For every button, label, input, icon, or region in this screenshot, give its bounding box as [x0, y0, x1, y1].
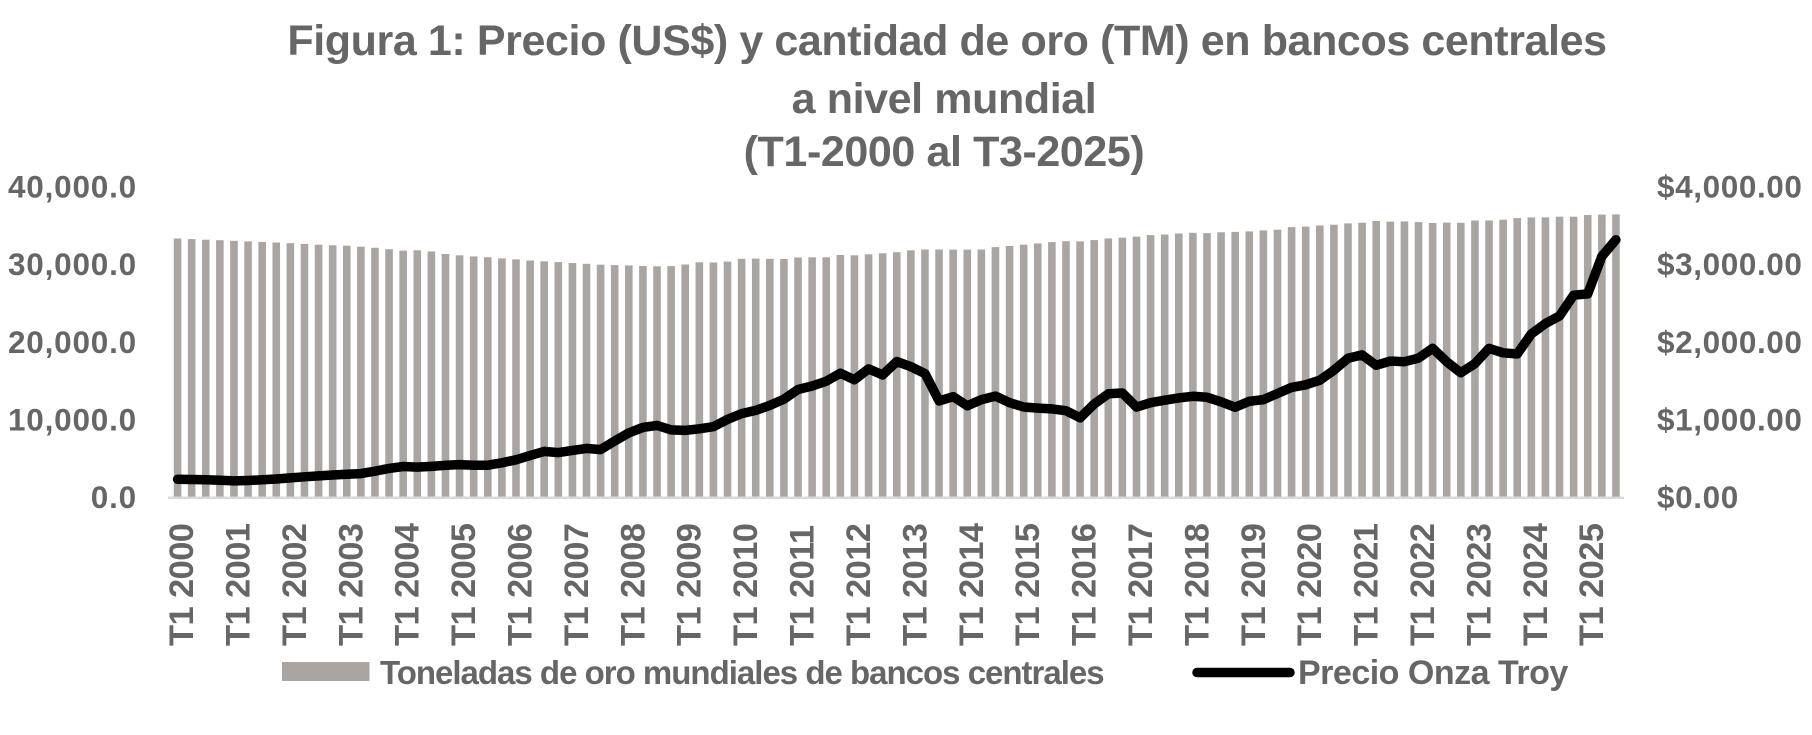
svg-text:Figura 1: Precio (US$) y canti: Figura 1: Precio (US$) y cantidad de oro… [287, 17, 1606, 65]
svg-text:$3,000.00: $3,000.00 [1657, 246, 1803, 282]
svg-text:T1 2016: T1 2016 [1066, 524, 1104, 646]
svg-text:30,000.0: 30,000.0 [8, 246, 137, 282]
svg-text:T1 2021: T1 2021 [1348, 523, 1386, 646]
svg-text:10,000.0: 10,000.0 [8, 401, 137, 437]
svg-text:T1 2011: T1 2011 [784, 525, 822, 646]
svg-text:T1 2015: T1 2015 [1009, 523, 1047, 646]
svg-text:20,000.0: 20,000.0 [8, 324, 137, 360]
svg-text:T1 2019: T1 2019 [1235, 524, 1273, 646]
svg-text:T1 2013: T1 2013 [896, 524, 934, 646]
svg-text:T1 2002: T1 2002 [276, 524, 314, 646]
svg-text:0.0: 0.0 [91, 479, 137, 515]
svg-text:$2,000.00: $2,000.00 [1657, 324, 1803, 360]
svg-text:Precio Onza Troy: Precio Onza Troy [1298, 654, 1568, 692]
svg-text:$1,000.00: $1,000.00 [1657, 401, 1803, 437]
svg-text:T1 2014: T1 2014 [953, 523, 991, 646]
svg-text:T1 2025: T1 2025 [1573, 523, 1611, 646]
svg-text:a nivel mundial: a nivel mundial [792, 75, 1097, 123]
svg-text:T1 2018: T1 2018 [1178, 523, 1216, 646]
svg-text:T1 2017: T1 2017 [1122, 524, 1160, 646]
svg-text:T1 2023: T1 2023 [1460, 524, 1498, 646]
svg-text:T1 2004: T1 2004 [389, 523, 427, 646]
svg-text:T1 2003: T1 2003 [332, 524, 370, 646]
svg-text:T1 2009: T1 2009 [671, 524, 709, 646]
svg-text:T1 2010: T1 2010 [727, 524, 765, 646]
svg-text:T1 2000: T1 2000 [163, 524, 201, 646]
svg-text:T1 2022: T1 2022 [1404, 524, 1442, 646]
svg-text:T1 2020: T1 2020 [1291, 524, 1329, 646]
svg-text:T1 2005: T1 2005 [445, 523, 483, 646]
svg-text:$4,000.00: $4,000.00 [1657, 169, 1803, 205]
svg-text:T1 2001: T1 2001 [220, 523, 258, 646]
svg-text:T1 2007: T1 2007 [558, 524, 596, 646]
svg-text:Toneladas de oro mundiales de: Toneladas de oro mundiales de bancos cen… [380, 654, 1104, 691]
svg-text:T1 2008: T1 2008 [614, 523, 652, 646]
svg-text:T1 2012: T1 2012 [840, 524, 878, 646]
svg-text:(T1-2000 al T3-2025): (T1-2000 al T3-2025) [744, 128, 1145, 176]
svg-text:$0.00: $0.00 [1657, 479, 1739, 515]
svg-text:T1 2006: T1 2006 [502, 524, 540, 646]
svg-text:T1 2024: T1 2024 [1517, 523, 1555, 646]
svg-text:40,000.0: 40,000.0 [8, 169, 137, 205]
